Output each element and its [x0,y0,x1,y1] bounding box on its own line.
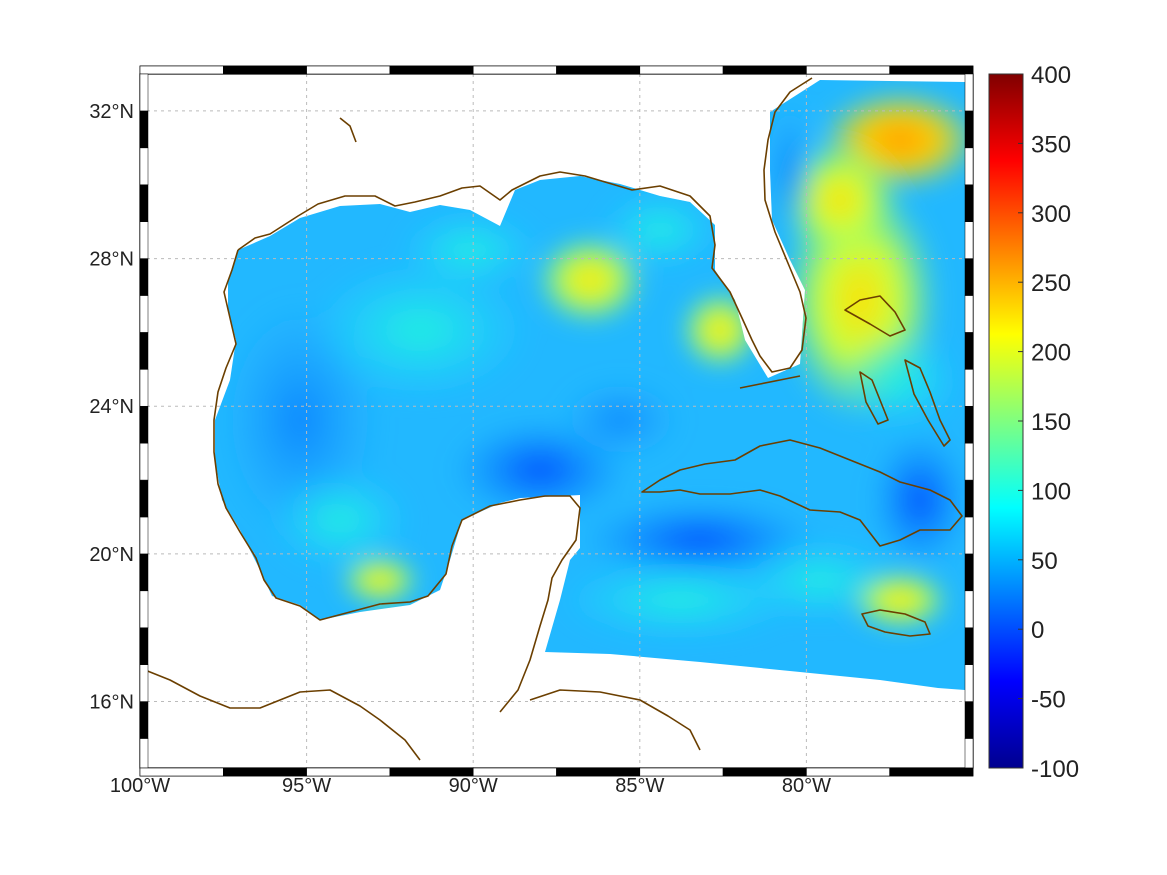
colorbar-tick-label-7: 50 [1031,548,1058,575]
frame-left-segment [139,110,149,149]
colorbar-tick-label-5: 150 [1031,409,1071,436]
frame-right-segment [964,295,974,333]
lon-tick-label-0: 100°W [110,775,170,797]
lon-tick-label-4: 80°W [782,775,831,797]
frame-right-segment [964,184,974,222]
frame-left-segment [139,73,149,112]
frame-top-segment [306,65,391,75]
graticule [139,74,973,768]
colorbar [989,74,1023,768]
colorbar-tick-label-10: -100 [1031,756,1079,783]
frame-left-segment [139,184,149,222]
frame-right-segment [964,147,974,185]
frame-right-segment [964,516,974,555]
frame-right-segment [964,479,974,518]
lat-tick-label-4: 16°N [89,692,134,714]
colorbar-tick-label-4: 200 [1031,340,1071,367]
frame-right-segment [964,405,974,444]
frame-left-segment [139,738,149,769]
longitude-axis: 100°W 95°W 90°W 85°W 80°W [110,775,831,797]
coastline [139,77,963,761]
frame-left-segment [139,479,149,518]
frame-right-segment [964,369,974,407]
frame-top-segment [139,65,224,75]
colorbar-tick-label-3: 250 [1031,270,1071,297]
lon-tick-label-3: 85°W [615,775,664,797]
frame-left-segment [139,295,149,333]
colorbar-tick-label-6: 100 [1031,478,1071,505]
frame-left-segment [139,369,149,407]
frame-right-segment [964,221,974,259]
frame-left-segment [139,221,149,259]
lat-tick-label-1: 28°N [89,249,134,271]
latitude-axis: 32°N 28°N 24°N 20°N 16°N [89,101,134,714]
lon-tick-label-1: 95°W [282,775,331,797]
colorbar-tick-label-2: 300 [1031,201,1071,228]
frame-top-segment [472,65,557,75]
lon-tick-label-2: 90°W [449,775,498,797]
frame-right-segment [964,701,974,739]
frame-right-segment [964,590,974,628]
frame-top-segment [223,65,307,75]
lat-tick-label-3: 20°N [89,544,134,566]
frame-top-segment [806,65,891,75]
frame-right-segment [964,442,974,481]
lat-tick-label-0: 32°N [89,101,134,123]
frame-right-segment [964,110,974,149]
frame-top-segment [639,65,724,75]
frame-left-segment [139,664,149,702]
frame-right-segment [964,332,974,370]
frame-right-segment [964,664,974,702]
frame-left-segment [139,442,149,481]
frame-left-segment [139,258,149,296]
frame-left-segment [139,516,149,555]
frame-left-segment [139,332,149,370]
map-frame [139,65,974,777]
colorbar-tick-label-9: -50 [1031,687,1066,714]
frame-left-segment [139,701,149,739]
frame-right-segment [964,73,974,112]
frame-right-segment [964,553,974,592]
frame-left-segment [139,627,149,665]
frame-left-segment [139,147,149,185]
frame-right-segment [964,738,974,769]
frame-top-segment [556,65,641,75]
frame-left-segment [139,553,149,592]
colorbar-tick-label-0: 400 [1031,62,1071,89]
colorbar-axis: 400 350 300 250 200 150 100 50 0 -50 -100 [1018,62,1079,783]
colorbar-tick-label-8: 0 [1031,617,1044,644]
colorbar-tick-label-1: 350 [1031,131,1071,158]
frame-left-segment [139,590,149,628]
frame-left-segment [139,405,149,444]
frame-top-segment [722,65,807,75]
frame-top-segment [889,65,974,75]
frame-top-segment [389,65,474,75]
frame-bottom-segment [889,767,974,777]
lat-tick-label-2: 24°N [89,396,134,418]
frame-right-segment [964,627,974,665]
frame-right-segment [964,258,974,296]
